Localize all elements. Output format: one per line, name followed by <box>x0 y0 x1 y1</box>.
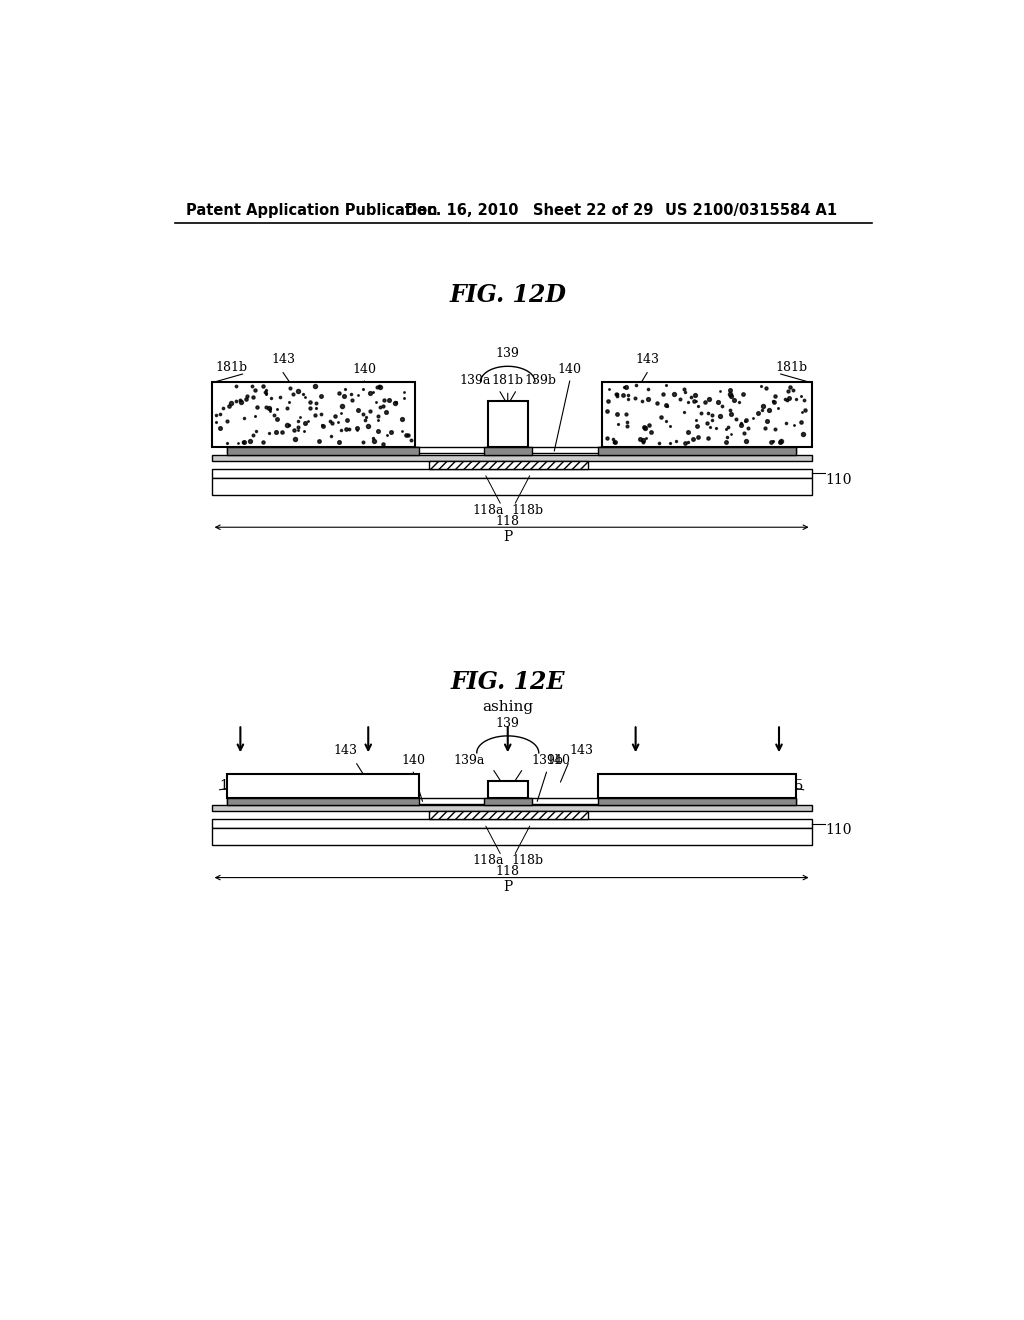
Bar <box>212 469 812 478</box>
Text: 143: 143 <box>635 354 659 367</box>
Text: 135: 135 <box>219 779 246 793</box>
Bar <box>227 797 419 804</box>
Text: 139a: 139a <box>460 374 490 387</box>
Text: 140: 140 <box>352 363 377 376</box>
Text: 118: 118 <box>496 866 520 878</box>
Text: 143: 143 <box>569 744 594 758</box>
Bar <box>429 461 589 469</box>
Bar <box>483 447 531 455</box>
Bar <box>598 797 796 804</box>
Text: 118b: 118b <box>512 854 544 867</box>
Bar <box>487 780 528 797</box>
Text: ashing: ashing <box>482 700 534 714</box>
Bar <box>227 775 419 797</box>
Bar <box>212 478 812 495</box>
Text: Patent Application Publication: Patent Application Publication <box>186 203 437 218</box>
Text: 135: 135 <box>721 411 748 425</box>
Bar <box>602 381 812 447</box>
Text: P: P <box>503 529 512 544</box>
Bar <box>429 812 589 818</box>
Bar <box>212 818 812 829</box>
Text: Dec. 16, 2010: Dec. 16, 2010 <box>406 203 519 218</box>
Bar <box>415 447 602 453</box>
Text: Sheet 22 of 29: Sheet 22 of 29 <box>532 203 653 218</box>
Bar <box>212 805 812 812</box>
Text: 118a: 118a <box>472 504 504 517</box>
Text: FIG. 12E: FIG. 12E <box>451 671 565 694</box>
Bar <box>598 447 796 453</box>
Text: 139: 139 <box>496 717 520 730</box>
Text: 118b: 118b <box>512 504 544 517</box>
Text: US 2100/0315584 A1: US 2100/0315584 A1 <box>665 203 838 218</box>
Text: 139: 139 <box>496 347 520 360</box>
Bar <box>227 447 419 453</box>
Text: 139b: 139b <box>531 754 563 767</box>
Text: 118a: 118a <box>472 854 504 867</box>
Text: 135: 135 <box>276 411 302 425</box>
Bar <box>598 447 796 455</box>
Text: 139a: 139a <box>454 754 484 767</box>
Bar <box>415 797 602 804</box>
Bar <box>212 829 812 845</box>
Text: 140: 140 <box>558 363 582 376</box>
Text: 181b: 181b <box>775 360 808 374</box>
Text: 143: 143 <box>333 744 357 758</box>
Text: 181b: 181b <box>492 374 524 387</box>
Bar <box>212 381 415 447</box>
Text: 110: 110 <box>825 822 852 837</box>
Text: 139b: 139b <box>524 374 557 387</box>
Text: 181b: 181b <box>216 360 248 374</box>
Bar <box>227 447 419 455</box>
Bar <box>487 401 528 447</box>
Text: 110: 110 <box>825 473 852 487</box>
Text: 140: 140 <box>547 754 570 767</box>
Text: 118: 118 <box>496 515 520 528</box>
Bar <box>227 797 419 805</box>
Bar <box>212 455 812 461</box>
Text: FIG. 12D: FIG. 12D <box>450 284 566 308</box>
Bar <box>483 797 531 805</box>
Text: 135: 135 <box>777 779 804 793</box>
Text: P: P <box>503 880 512 894</box>
Text: 140: 140 <box>401 754 425 767</box>
Bar <box>598 797 796 805</box>
Text: 143: 143 <box>271 354 295 367</box>
Bar <box>598 775 796 797</box>
